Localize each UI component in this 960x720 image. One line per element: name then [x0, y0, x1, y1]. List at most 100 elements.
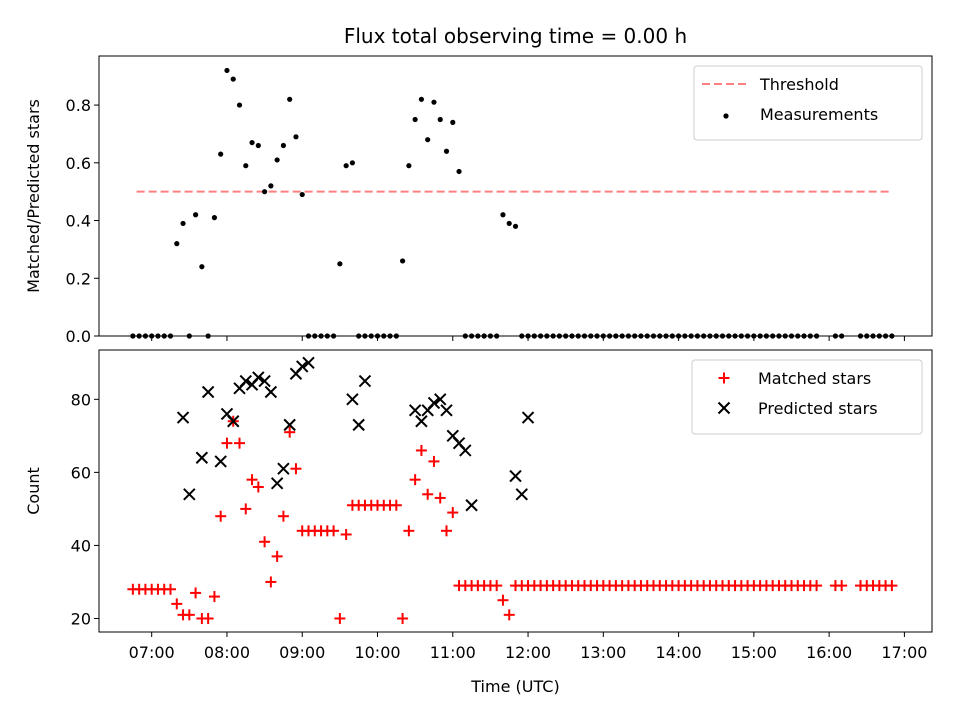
x-tick-label: 08:00: [204, 643, 250, 662]
x-tick-label: 09:00: [279, 643, 325, 662]
measurement-point: [236, 102, 243, 108]
marker-stroke: [201, 385, 215, 399]
measurement-point: [224, 67, 230, 74]
y-tick-label: 0.4: [66, 212, 91, 231]
y-axis-label: Count: [24, 467, 43, 515]
legend-label: Predicted stars: [758, 399, 878, 418]
predicted-star-marker: [408, 404, 422, 417]
measurement-point: [280, 142, 287, 149]
y-tick-label: 60: [71, 463, 91, 482]
marker-stroke: [214, 455, 227, 468]
measurement-point: [261, 189, 268, 195]
matched-star-marker: [441, 525, 453, 537]
predicted-star-marker: [239, 374, 252, 388]
matched-star-marker: [390, 499, 402, 511]
y-tick-label: 0.2: [66, 269, 91, 288]
measurement-point: [218, 151, 224, 157]
measurement-point: [399, 258, 406, 264]
measurement-point: [443, 148, 450, 154]
matched-star-marker: [208, 591, 220, 603]
x-tick-label: 12:00: [505, 643, 551, 662]
marker-stroke: [415, 415, 428, 428]
marker-stroke: [302, 356, 315, 369]
measurement-point: [211, 215, 218, 221]
measurement-point: [337, 261, 343, 267]
marker-stroke: [717, 401, 731, 415]
matched-star-marker: [202, 612, 214, 624]
matched-star-marker: [434, 492, 446, 504]
marker-stroke: [176, 411, 190, 424]
predicted-star-marker: [258, 374, 271, 388]
marker-stroke: [358, 374, 372, 388]
legend-predicted-swatch: [717, 401, 731, 415]
measurement-point: [349, 160, 356, 166]
y-tick-label: 40: [71, 536, 91, 555]
predicted-star-marker: [195, 451, 209, 464]
matched-star-marker: [491, 580, 503, 592]
measurement-point: [174, 241, 180, 247]
matched-star-marker: [447, 507, 459, 519]
measurement-point: [412, 116, 418, 123]
matched-star-marker: [290, 463, 302, 475]
predicted-star-marker: [440, 404, 453, 417]
matched-star-marker: [497, 594, 509, 606]
legend-box: [693, 65, 923, 141]
matched-star-marker: [171, 598, 183, 610]
matched-star-marker: [428, 455, 440, 467]
predicted-star-marker: [302, 356, 315, 369]
panel-2: 20 40 60 80 07:00 08:00 09:00 10:00 11:00 12:00 13…: [24, 349, 933, 696]
predicted-star-marker: [214, 455, 227, 468]
x-tick-label: 10:00: [354, 643, 400, 662]
marker-stroke: [277, 462, 290, 475]
marker-stroke: [239, 374, 252, 388]
measurement-point: [255, 142, 261, 149]
measurement-point: [249, 139, 255, 146]
matched-star-marker: [886, 580, 898, 592]
predicted-star-marker: [358, 374, 372, 388]
measurement-point: [500, 212, 506, 218]
predicted-star-marker: [427, 396, 441, 410]
y-tick-label: 0.8: [66, 96, 91, 115]
marker-stroke: [459, 444, 472, 457]
x-tick-label: 17:00: [881, 643, 927, 662]
predicted-star-marker: [352, 418, 365, 432]
measurement-point: [437, 116, 443, 123]
legend-measurement-swatch: [723, 113, 729, 119]
marker-stroke: [296, 360, 309, 373]
marker-stroke: [465, 499, 478, 512]
measurement-point: [299, 191, 305, 198]
y-tick-label: 80: [71, 390, 91, 409]
predicted-star-marker: [459, 444, 472, 457]
matched-star-marker: [277, 510, 289, 522]
measurement-point: [450, 119, 456, 125]
matched-star-marker: [503, 609, 515, 621]
predicted-star-marker: [252, 371, 265, 384]
x-tick-label: 07:00: [129, 643, 175, 662]
matched-star-marker: [265, 576, 277, 588]
marker-stroke: [352, 418, 365, 432]
predicted-star-marker: [434, 393, 447, 406]
matched-star-marker: [221, 437, 233, 449]
marker-stroke: [258, 374, 271, 388]
marker-stroke: [227, 415, 240, 428]
legend-label: Measurements: [760, 105, 878, 124]
matched-star-marker: [246, 474, 258, 486]
legend-label: Threshold: [759, 75, 839, 94]
marker-stroke: [183, 488, 196, 501]
measurement-point: [230, 76, 236, 82]
measurement-point: [192, 212, 199, 218]
marker-stroke: [515, 488, 528, 501]
series-1: [127, 415, 898, 624]
measurement-point: [406, 163, 412, 169]
predicted-star-marker: [270, 477, 284, 490]
marker-stroke: [408, 404, 422, 417]
matched-star-marker: [252, 481, 264, 493]
predicted-star-marker: [283, 418, 296, 432]
measurement-point: [180, 220, 186, 227]
marker-stroke: [264, 385, 278, 399]
measurement-point: [287, 96, 293, 102]
matched-star-marker: [811, 580, 823, 592]
marker-stroke: [252, 371, 265, 384]
measurement-point: [293, 134, 299, 140]
matched-star-marker: [328, 525, 340, 537]
